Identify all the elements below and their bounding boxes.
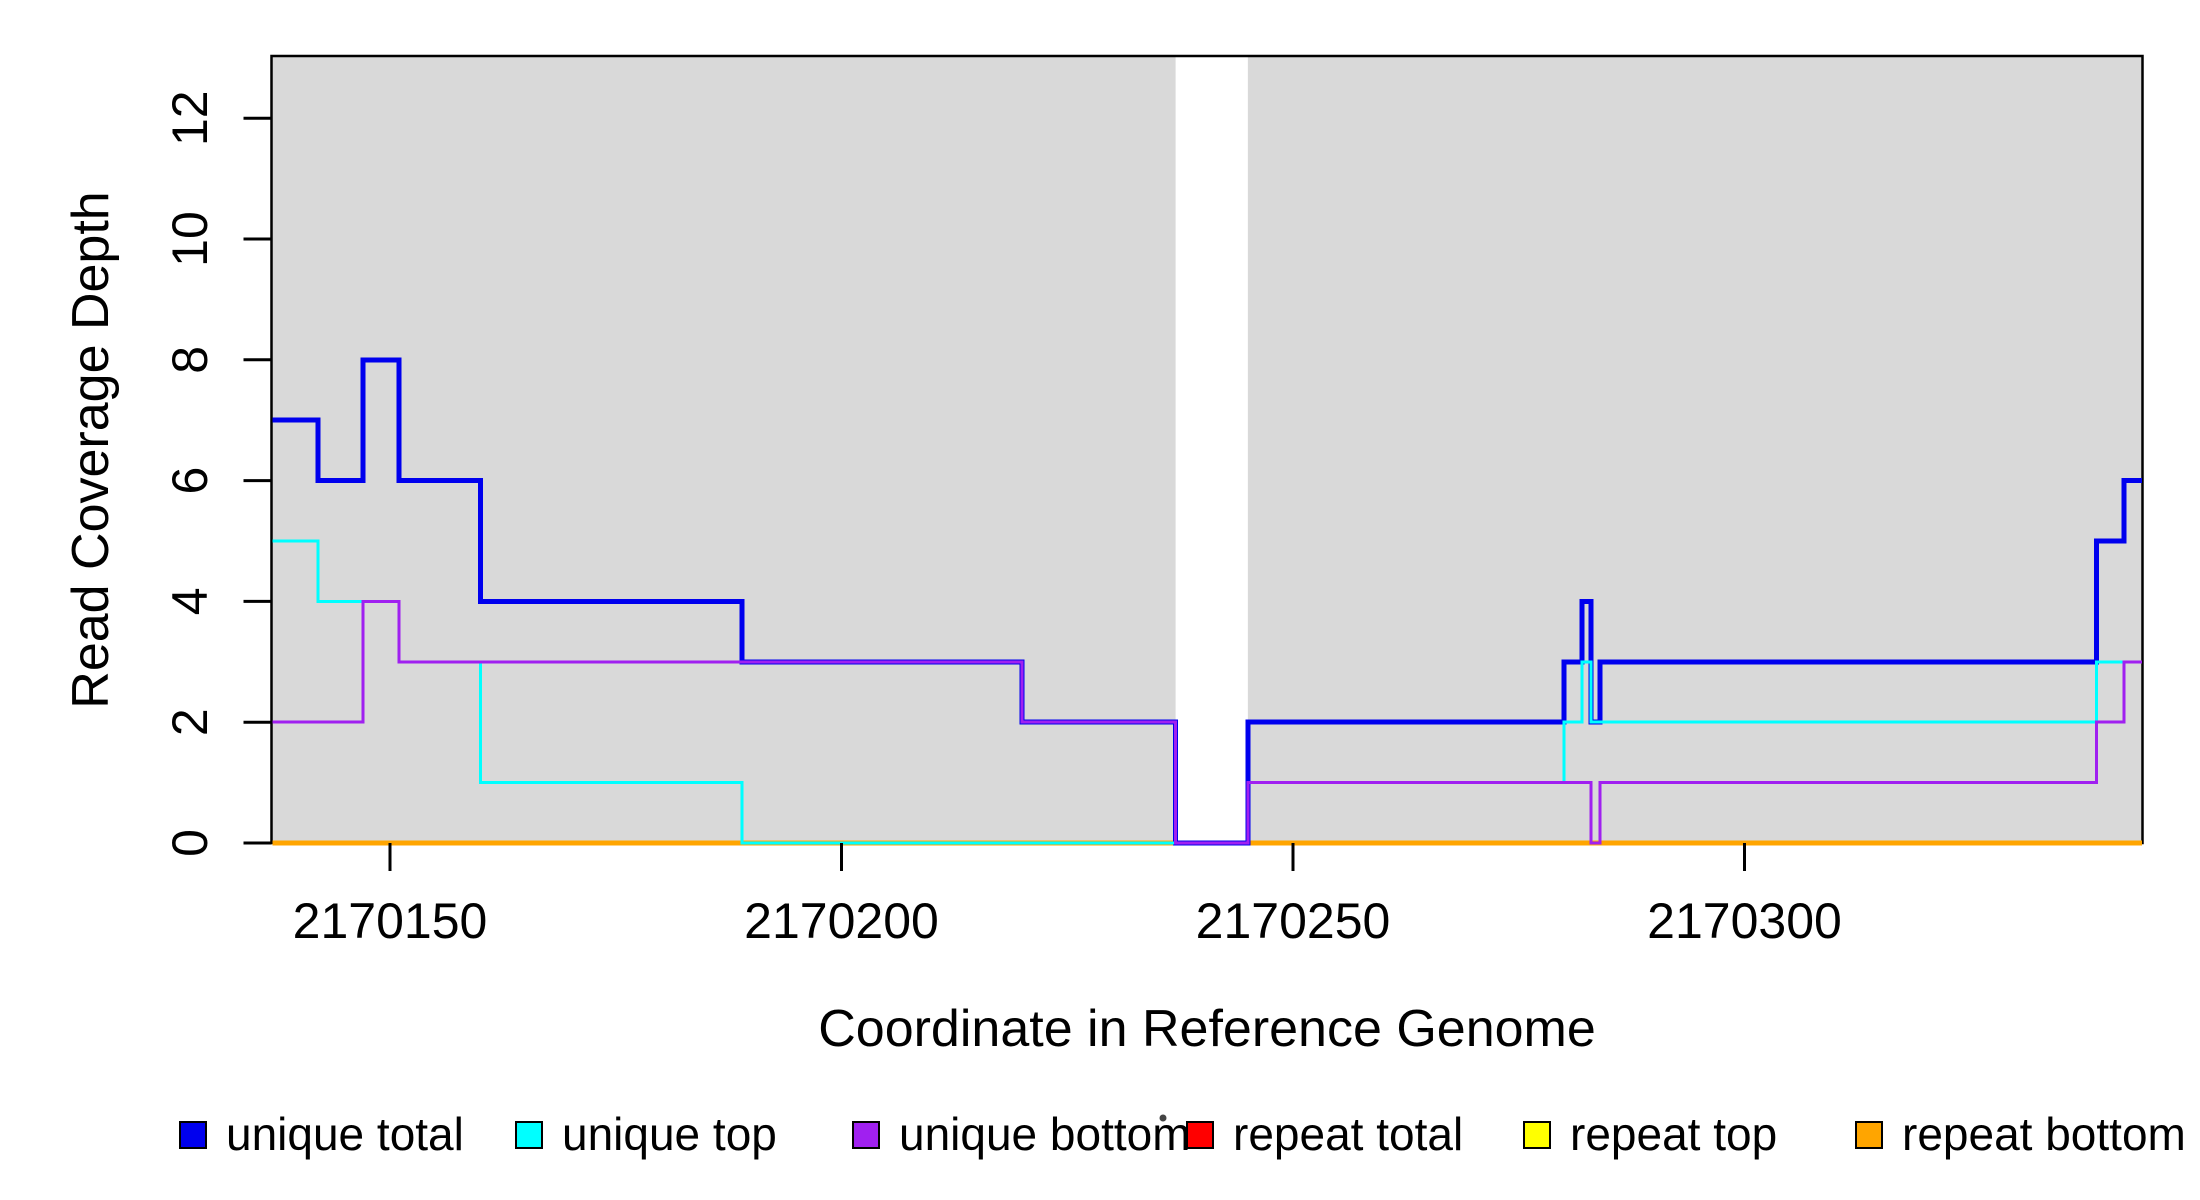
x-tick-label: 2170200 [744,893,939,949]
legend-label-repeat-total: repeat total [1233,1108,1463,1160]
y-axis-title: Read Coverage Depth [62,191,120,708]
legend-swatch-unique-bottom [852,1121,880,1149]
y-tick-label: 0 [162,829,218,857]
axes: 2170150 2170200 2170250 2170300 0 2 4 6 8 10 12 [162,90,1842,949]
legend: unique total unique top unique bottom repea… [179,1108,2186,1160]
coverage-region-2 [1247,56,2143,843]
series-line-unique-bottom [272,599,2142,845]
legend-label-unique-top: unique top [562,1108,777,1160]
legend-swatch-unique-top [515,1121,543,1149]
plot-background [271,56,2143,843]
legend-label-repeat-top: repeat top [1570,1108,1777,1160]
legend-swatch-unique-total [179,1121,207,1149]
x-tick-label: 2170150 [293,893,488,949]
coverage-region-1 [271,56,1176,843]
legend-swatch-repeat-total [1186,1121,1214,1149]
series-lines [272,357,2142,846]
y-tick-label: 10 [162,211,218,267]
legend-swatch-repeat-top [1523,1121,1551,1149]
legend-label-unique-total: unique total [226,1108,464,1160]
x-axis-title: Coordinate in Reference Genome [818,1000,1596,1058]
legend-label-unique-bottom: unique bottom [899,1108,1191,1160]
y-tick-label: 2 [162,708,218,736]
legend-label-repeat-bottom: repeat bottom [1902,1108,2186,1160]
x-tick-label: 2170300 [1647,893,1842,949]
legend-swatch-repeat-bottom [1855,1121,1883,1149]
y-tick-label: 12 [162,90,218,146]
y-tick-label: 8 [162,346,218,374]
y-tick-label: 6 [162,467,218,495]
y-tick-label: 4 [162,587,218,615]
x-tick-label: 2170250 [1196,893,1391,949]
stray-dot [1159,1114,1167,1122]
